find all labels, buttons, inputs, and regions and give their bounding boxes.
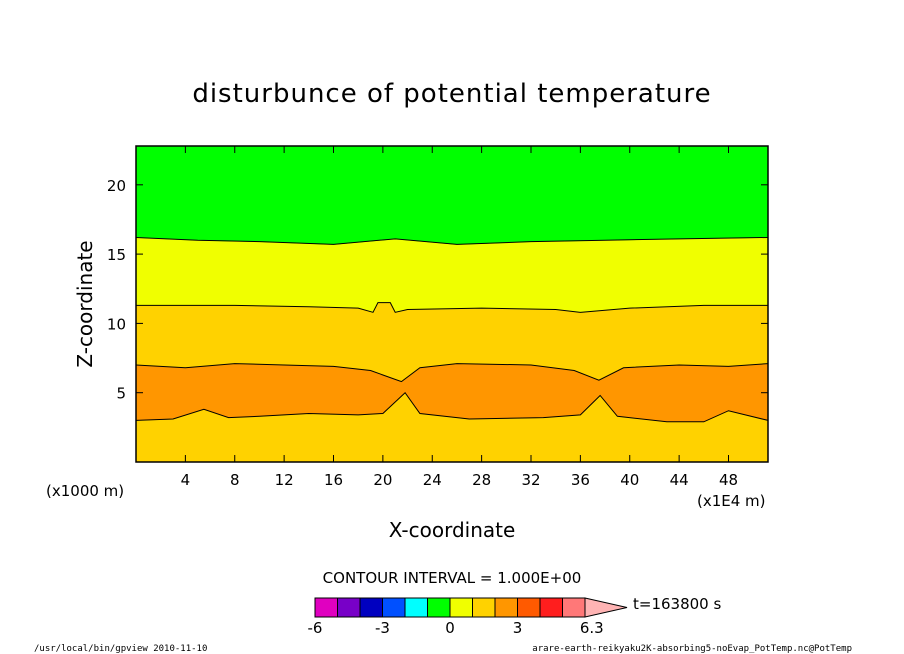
legend-tick-label: -3 bbox=[375, 619, 390, 637]
contour-line-3 bbox=[135, 236, 769, 245]
legend-arrow bbox=[584, 597, 628, 618]
footer-left: /usr/local/bin/gpview 2010-11-10 bbox=[34, 644, 207, 654]
x-tick-label: 48 bbox=[719, 471, 738, 489]
x-tick-label: 28 bbox=[472, 471, 491, 489]
legend-tick-label: 6.3 bbox=[580, 619, 604, 637]
y-tick-label: 15 bbox=[107, 246, 126, 264]
legend-tick-label: 0 bbox=[445, 619, 455, 637]
chart-title: disturbunce of potential temperature bbox=[192, 79, 711, 109]
contour-lines bbox=[135, 236, 769, 423]
legend-swatch bbox=[517, 597, 541, 618]
contour-line-2 bbox=[136, 302, 768, 313]
legend-swatch bbox=[359, 597, 383, 618]
legend-tick-label: 3 bbox=[513, 619, 523, 637]
legend-swatch bbox=[314, 597, 338, 618]
legend-swatch bbox=[449, 597, 473, 618]
plot-frame bbox=[135, 145, 769, 463]
x-tick-label: 16 bbox=[324, 471, 343, 489]
x-tick-label: 4 bbox=[181, 471, 191, 489]
legend-swatch bbox=[562, 597, 586, 618]
x-unit-label: (x1E4 m) bbox=[697, 492, 766, 510]
y-axis: 5 10 15 20 bbox=[107, 177, 768, 403]
contour-interval-label: CONTOUR INTERVAL = 1.000E+00 bbox=[323, 569, 582, 587]
x-tick-label: 20 bbox=[373, 471, 392, 489]
x-tick-label: 44 bbox=[670, 471, 689, 489]
x-tick-label: 8 bbox=[230, 471, 240, 489]
contour-band-3 bbox=[135, 237, 769, 313]
time-label: t=163800 s bbox=[633, 595, 721, 613]
legend-tick-label: -6 bbox=[308, 619, 323, 637]
legend-swatch bbox=[382, 597, 406, 618]
x-tick-label: 24 bbox=[423, 471, 442, 489]
x-tick-label: 40 bbox=[620, 471, 639, 489]
contour-line-0 bbox=[135, 391, 769, 423]
legend-swatch bbox=[404, 597, 428, 618]
y-axis-label: Z-coordinate bbox=[73, 240, 97, 367]
legend-swatch bbox=[337, 597, 361, 618]
footer-right: arare-earth-reikyaku2K-absorbing5-noEvap… bbox=[532, 644, 852, 654]
y-unit-label: (x1000 m) bbox=[46, 482, 124, 500]
x-tick-label: 32 bbox=[521, 471, 540, 489]
y-tick-label: 5 bbox=[116, 385, 126, 403]
contour-band-1 bbox=[135, 363, 769, 423]
x-tick-label: 36 bbox=[571, 471, 590, 489]
x-tick-label: 12 bbox=[275, 471, 294, 489]
legend-swatch bbox=[472, 597, 496, 618]
y-tick-label: 20 bbox=[107, 177, 126, 195]
contour-band-4 bbox=[135, 145, 769, 245]
legend-swatch bbox=[539, 597, 563, 618]
contour-line-1 bbox=[135, 363, 769, 383]
legend-swatch bbox=[427, 597, 451, 618]
contour-bands bbox=[135, 145, 769, 463]
color-legend: -6 -3 0 3 6.3 bbox=[308, 597, 628, 637]
y-tick-label: 10 bbox=[107, 315, 126, 333]
x-axis: 4 8 12 16 20 24 28 32 36 40 44 48 bbox=[181, 146, 738, 489]
legend-swatch bbox=[494, 597, 518, 618]
x-axis-label: X-coordinate bbox=[389, 518, 516, 542]
